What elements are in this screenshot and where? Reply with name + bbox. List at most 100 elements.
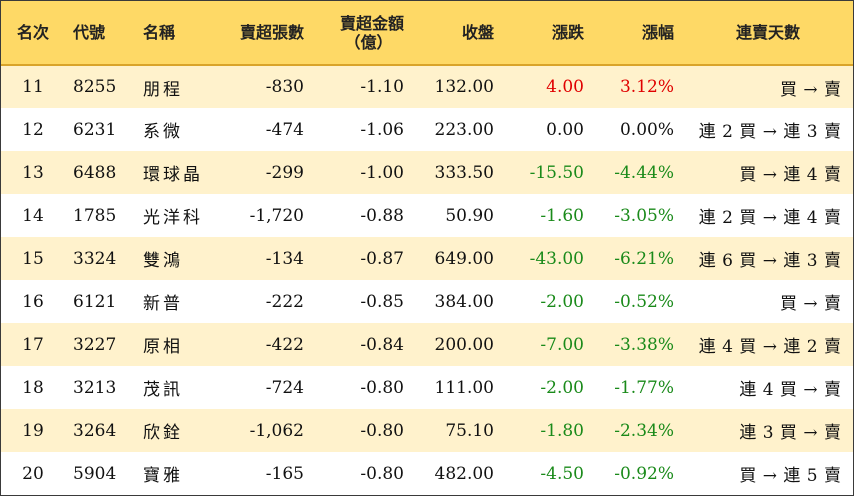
cell-sell-streak: 買 → 賣 — [779, 294, 841, 314]
header-sell-amount-line1: 賣超金額 — [339, 13, 404, 33]
cell-change: -4.50 — [540, 463, 584, 484]
header-name: 名稱 — [135, 1, 211, 66]
cell-sell-lots: -165 — [265, 463, 304, 484]
cell-close: 50.90 — [445, 205, 494, 226]
cell-sell-amount: -0.88 — [360, 205, 404, 226]
cell-code: 8255 — [73, 77, 117, 97]
table-row: 12 6231 系微 -474 -1.06 223.00 0.00 0.00% … — [1, 108, 853, 151]
cell-rank: 11 — [22, 77, 44, 97]
cell-sell-amount: -0.80 — [360, 463, 404, 484]
cell-close: 132.00 — [434, 77, 494, 97]
cell-name: 系微 — [143, 122, 183, 142]
header-rank: 名次 — [1, 1, 65, 66]
table-row: 14 1785 光洋科 -1,720 -0.88 50.90 -1.60 -3.… — [1, 194, 853, 237]
cell-sell-lots: -724 — [265, 377, 304, 398]
cell-name: 欣銓 — [143, 423, 183, 443]
cell-sell-amount: -0.87 — [360, 248, 404, 269]
cell-code: 6231 — [73, 119, 117, 140]
cell-change-pct: -4.44% — [614, 162, 674, 183]
cell-rank: 17 — [22, 334, 44, 355]
cell-code: 3227 — [73, 334, 117, 355]
cell-sell-lots: -299 — [265, 162, 304, 183]
cell-sell-streak: 連 2 買 → 連 4 賣 — [698, 208, 841, 228]
cell-rank: 14 — [22, 205, 44, 226]
cell-code: 3213 — [73, 377, 117, 398]
cell-change-pct: -2.34% — [614, 420, 674, 441]
cell-sell-streak: 買 → 連 5 賣 — [739, 466, 841, 486]
cell-name: 原相 — [143, 337, 183, 357]
cell-sell-streak: 連 2 買 → 連 3 賣 — [698, 122, 841, 142]
cell-name: 朋程 — [143, 79, 183, 100]
cell-sell-lots: -1,062 — [249, 420, 304, 441]
cell-change: -1.80 — [540, 420, 584, 441]
cell-close: 649.00 — [434, 248, 494, 269]
cell-change-pct: -6.21% — [614, 248, 674, 269]
cell-change-pct: -0.92% — [614, 463, 674, 484]
cell-sell-amount: -0.80 — [360, 420, 404, 441]
cell-sell-lots: -830 — [265, 77, 304, 97]
header-sell-lots: 賣超張數 — [211, 1, 313, 66]
cell-sell-amount: -1.10 — [360, 77, 404, 97]
cell-close: 482.00 — [434, 463, 494, 484]
cell-rank: 13 — [22, 162, 44, 183]
cell-name: 光洋科 — [143, 208, 203, 228]
cell-change-pct: -0.52% — [614, 291, 674, 312]
header-code: 代號 — [65, 1, 135, 66]
header-row: 名次 代號 名稱 賣超張數 賣超金額 （億） 收盤 漲跌 漲幅 連賣天數 — [1, 1, 853, 66]
cell-code: 3264 — [73, 420, 117, 441]
header-close: 收盤 — [413, 1, 503, 66]
cell-change-pct: 3.12% — [619, 77, 674, 97]
cell-name: 雙鴻 — [143, 251, 183, 271]
cell-change: 4.00 — [546, 77, 584, 97]
table-row: 17 3227 原相 -422 -0.84 200.00 -7.00 -3.38… — [1, 323, 853, 366]
table-body: 11 8255 朋程 -830 -1.10 132.00 4.00 3.12% … — [1, 65, 853, 495]
cell-close: 200.00 — [434, 334, 494, 355]
cell-change-pct: -1.77% — [614, 377, 674, 398]
table-row: 18 3213 茂訊 -724 -0.80 111.00 -2.00 -1.77… — [1, 366, 853, 409]
cell-sell-amount: -1.06 — [360, 119, 404, 140]
table-row: 11 8255 朋程 -830 -1.10 132.00 4.00 3.12% … — [1, 65, 853, 108]
cell-code: 6488 — [73, 162, 117, 183]
cell-sell-lots: -222 — [265, 291, 304, 312]
cell-change: -7.00 — [540, 334, 584, 355]
cell-change-pct: 0.00% — [619, 119, 674, 140]
cell-change-pct: -3.38% — [614, 334, 674, 355]
cell-close: 333.50 — [434, 162, 494, 183]
table-row: 15 3324 雙鴻 -134 -0.87 649.00 -43.00 -6.2… — [1, 237, 853, 280]
cell-sell-amount: -0.84 — [360, 334, 404, 355]
cell-rank: 12 — [22, 119, 44, 140]
cell-name: 新普 — [143, 294, 183, 314]
cell-sell-amount: -1.00 — [360, 162, 404, 183]
cell-rank: 20 — [22, 463, 44, 484]
cell-rank: 18 — [22, 377, 44, 398]
header-sell-streak: 連賣天數 — [683, 1, 853, 66]
cell-sell-amount: -0.85 — [360, 291, 404, 312]
table-row: 13 6488 環球晶 -299 -1.00 333.50 -15.50 -4.… — [1, 151, 853, 194]
cell-sell-streak: 買 → 賣 — [779, 79, 841, 100]
cell-close: 223.00 — [434, 119, 494, 140]
cell-code: 1785 — [73, 205, 117, 226]
cell-code: 5904 — [73, 463, 117, 484]
cell-sell-streak: 連 4 買 → 連 2 賣 — [698, 337, 841, 357]
cell-sell-streak: 連 6 買 → 連 3 賣 — [698, 251, 841, 271]
cell-code: 3324 — [73, 248, 117, 269]
cell-name: 環球晶 — [143, 165, 203, 185]
cell-sell-lots: -422 — [265, 334, 304, 355]
cell-change: -15.50 — [529, 162, 584, 183]
cell-change: -43.00 — [529, 248, 584, 269]
table-row: 19 3264 欣銓 -1,062 -0.80 75.10 -1.80 -2.3… — [1, 409, 853, 452]
cell-rank: 16 — [22, 291, 44, 312]
header-sell-amount: 賣超金額 （億） — [313, 1, 413, 66]
table-row: 16 6121 新普 -222 -0.85 384.00 -2.00 -0.52… — [1, 280, 853, 323]
cell-close: 384.00 — [434, 291, 494, 312]
cell-name: 茂訊 — [143, 380, 183, 400]
cell-sell-lots: -474 — [265, 119, 304, 140]
table-row: 20 5904 寶雅 -165 -0.80 482.00 -4.50 -0.92… — [1, 452, 853, 495]
cell-rank: 15 — [22, 248, 44, 269]
cell-change: -2.00 — [540, 291, 584, 312]
cell-sell-streak: 連 3 買 → 賣 — [739, 423, 841, 443]
cell-change-pct: -3.05% — [614, 205, 674, 226]
cell-change: -2.00 — [540, 377, 584, 398]
